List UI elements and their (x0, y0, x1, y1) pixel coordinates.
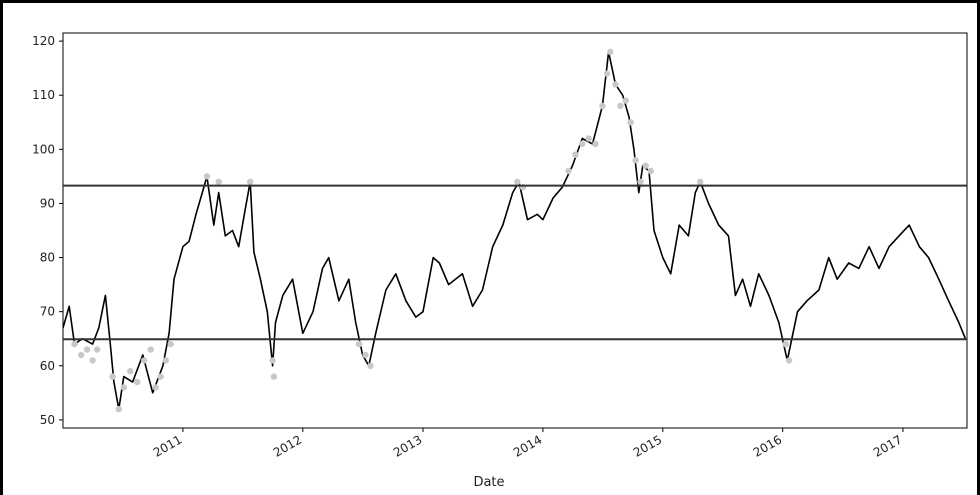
y-tick-label: 80 (40, 251, 55, 265)
data-point-marker (157, 373, 164, 380)
data-point-marker (134, 378, 141, 386)
data-point-marker (592, 140, 599, 148)
x-tick-label: 2011 (151, 432, 184, 459)
data-point-marker (270, 373, 278, 380)
data-point-marker (572, 151, 579, 158)
x-tick-label: 2016 (751, 432, 784, 459)
data-point-marker (607, 48, 614, 56)
y-tick-label: 90 (40, 196, 55, 210)
data-point-marker (627, 119, 634, 126)
x-tick-label: 2014 (511, 432, 544, 459)
data-point-marker (109, 373, 116, 380)
data-point-marker (647, 167, 654, 175)
x-axis-label: Date (473, 475, 504, 490)
data-point-marker (697, 178, 704, 185)
data-point-marker (782, 340, 789, 348)
data-point-marker (247, 178, 254, 185)
data-point-marker (565, 167, 572, 175)
y-tick-label: 70 (40, 305, 55, 319)
data-point-marker (617, 102, 624, 110)
data-point-marker (140, 357, 148, 364)
data-point-marker (585, 135, 592, 142)
x-tick-label: 2012 (271, 432, 304, 459)
data-point-marker (362, 351, 369, 359)
data-point-marker (367, 362, 374, 369)
chart-svg: 50 60 70 80 90 100 110 120 2011 2012 2013 2014 2015 2… (32, 32, 968, 490)
data-point-marker (612, 81, 619, 88)
x-tick-label: 2013 (391, 432, 424, 459)
data-point-marker (94, 346, 101, 353)
data-point-marker (71, 340, 78, 348)
y-tick-label: 120 (32, 34, 55, 48)
data-point-marker (632, 157, 639, 164)
data-point-marker (120, 384, 128, 391)
data-point-marker (603, 70, 611, 77)
plot-content (63, 48, 967, 413)
data-point-marker (162, 357, 169, 364)
data-point-marker (89, 357, 96, 364)
data-point-marker (269, 357, 276, 364)
data-point-marker (642, 162, 649, 169)
x-tick-label: 2015 (631, 432, 664, 459)
data-point-marker (77, 351, 85, 359)
data-point-marker (579, 140, 586, 148)
data-point-marker (83, 346, 91, 353)
y-tick-label: 110 (32, 88, 55, 102)
data-point-marker (147, 346, 154, 353)
data-point-marker (622, 97, 629, 104)
y-tick-label: 60 (40, 359, 55, 373)
data-point-marker (152, 384, 159, 391)
data-point-marker (514, 178, 521, 185)
data-point-marker (599, 102, 606, 110)
data-point-marker (115, 405, 123, 413)
x-tick-label: 2017 (871, 432, 904, 459)
data-point-marker (203, 173, 211, 180)
data-point-marker (785, 357, 793, 364)
plot-area (62, 32, 968, 429)
series-line (63, 51, 967, 410)
y-tick-label: 50 (40, 413, 55, 427)
data-point-marker (167, 340, 174, 348)
data-point-marker (127, 368, 134, 375)
y-tick-label: 100 (32, 142, 55, 156)
data-point-marker (355, 340, 363, 348)
data-point-marker (215, 178, 222, 185)
data-point-marker (637, 178, 644, 185)
